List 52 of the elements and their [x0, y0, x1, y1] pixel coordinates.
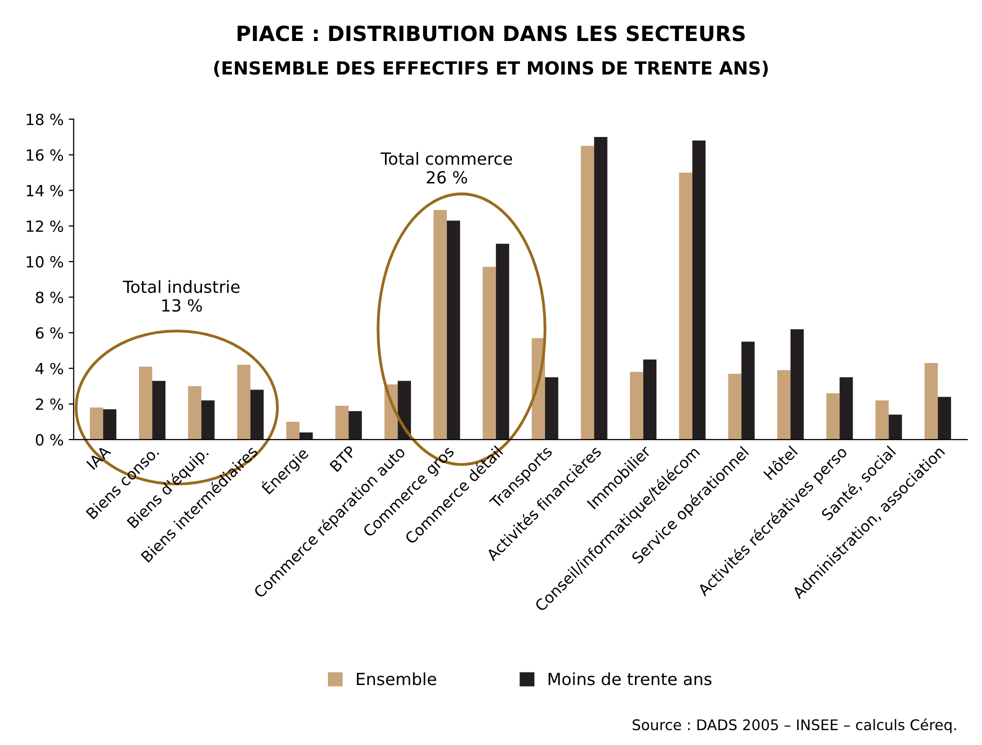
bar: [286, 422, 300, 440]
bar: [875, 400, 889, 440]
annotation: Total industrie 13 %: [122, 280, 240, 312]
bar: [446, 220, 460, 440]
bar: [335, 406, 349, 440]
bar: [679, 172, 692, 440]
bar: [692, 140, 706, 440]
legend-label: Ensemble: [356, 672, 436, 686]
y-tick-label: 4 %: [36, 362, 64, 374]
bar: [138, 366, 152, 440]
y-tick-label: 6 %: [36, 327, 64, 339]
bar: [790, 329, 804, 440]
bar: [103, 409, 116, 440]
y-tick-label: 16 %: [26, 149, 64, 161]
bar: [888, 414, 902, 440]
bar: [728, 374, 742, 440]
legend-label: Moins de trente ans: [548, 672, 712, 686]
y-tick-label: 2 %: [36, 398, 64, 410]
bar: [643, 359, 656, 440]
y-tick-label: 14 %: [26, 184, 64, 196]
bar: [496, 244, 510, 440]
y-tick-label: 12 %: [26, 220, 64, 232]
chart-title: PIACE : DISTRIBUTION DANS LES SECTEURS: [238, 26, 745, 42]
bar: [594, 136, 608, 440]
y-tick-label: 0 %: [36, 434, 64, 446]
bar: [300, 432, 313, 440]
bar: [938, 396, 952, 440]
bar: [398, 380, 411, 440]
bar: [250, 390, 264, 440]
bar: [201, 400, 215, 440]
y-tick-label: 18 %: [26, 114, 64, 126]
bar: [777, 370, 791, 440]
y-tick-label: 8 %: [36, 292, 64, 304]
bar: [580, 146, 594, 440]
bar: [840, 377, 853, 440]
bar: [348, 411, 362, 440]
y-tick-label: 10 %: [26, 256, 64, 268]
bar: [152, 380, 166, 440]
bar: [741, 342, 755, 440]
x-tick-label: IAA: [86, 444, 112, 470]
bar: [924, 363, 938, 440]
bar: [90, 408, 104, 440]
bar: [482, 266, 496, 440]
bar: [826, 393, 840, 440]
chart-subtitle: (ENSEMBLE DES EFFECTIFS ET MOINS DE TRENTE ANS): [214, 60, 768, 77]
annotation: Total commerce 26 %: [380, 152, 512, 184]
source-note: Source : DADS 2005 – INSEE – calculs Céreq.: [632, 718, 956, 734]
bar: [545, 377, 558, 440]
bar: [237, 364, 250, 440]
bar: [188, 386, 202, 440]
bar: [434, 210, 447, 440]
bar: [630, 372, 644, 440]
